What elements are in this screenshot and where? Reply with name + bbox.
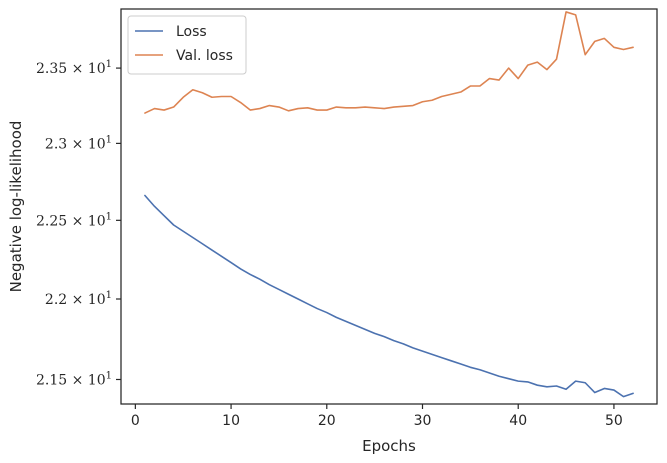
legend-label-val-loss: Val. loss	[176, 48, 233, 64]
series-line-1	[144, 11, 634, 114]
plot-frame	[120, 8, 658, 405]
x-tick-label: 0	[131, 413, 140, 429]
y-tick-label: 2.3 × 101	[45, 134, 112, 152]
x-tick-label: 20	[318, 413, 336, 429]
x-tick-label: 30	[414, 413, 432, 429]
x-tick-label: 40	[509, 413, 527, 429]
y-tick-label: 2.15 × 101	[36, 370, 112, 388]
x-axis-ticks: 0 10 20 30 40 50	[131, 404, 623, 429]
x-tick-label: 10	[222, 413, 240, 429]
y-axis-label: Negative log-likelihood	[7, 121, 25, 293]
y-tick-label: 2.25 × 101	[36, 211, 112, 229]
y-tick-label: 2.2 × 101	[45, 290, 112, 308]
legend: Loss Val. loss	[127, 15, 247, 75]
series-line-0	[144, 194, 634, 398]
legend-label-loss: Loss	[176, 24, 207, 40]
series-lines	[144, 11, 634, 398]
x-tick-label: 50	[605, 413, 623, 429]
y-tick-label: 2.35 × 101	[36, 59, 112, 77]
y-axis-ticks: 2.15 × 101 2.2 × 101 2.25 × 101 2.3 × 101 2.…	[36, 59, 121, 388]
x-axis-label: Epochs	[362, 437, 416, 455]
